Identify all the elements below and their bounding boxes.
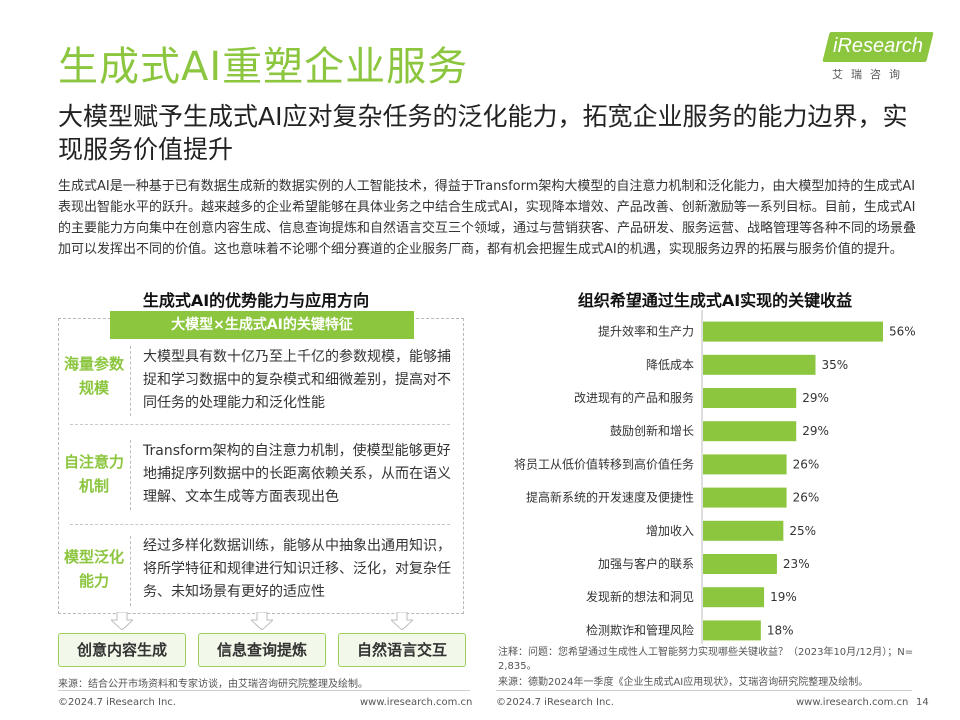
bar <box>703 454 787 475</box>
bar-value-label: 29% <box>802 424 829 438</box>
bar-value-label: 25% <box>789 524 816 538</box>
footer-divider <box>58 690 470 691</box>
footer-url-left: www.iresearch.com.cn <box>360 697 473 708</box>
bar-category-label: 鼓励创新和增长 <box>610 423 694 438</box>
bar-value-label: 18% <box>767 623 794 637</box>
footer-url-right: www.iresearch.com.cn <box>796 697 909 708</box>
bar <box>703 421 797 442</box>
bar <box>703 554 777 574</box>
bar-category-label: 降低成本 <box>646 358 694 372</box>
bar <box>703 388 797 408</box>
bar-value-label: 26% <box>793 491 820 505</box>
bar-category-label: 增加收入 <box>646 524 694 538</box>
logo-wordmark: iResearch <box>832 35 924 57</box>
bar-category-label: 提升效率和生产力 <box>598 324 694 339</box>
footer-copyright-right: ©2024.7 iResearch Inc. <box>496 697 614 708</box>
down-arrow-icon <box>111 612 133 630</box>
feature-text-parameters: 大模型具有数十亿乃至上千亿的参数规模，能够捕捉和学习数据中的复杂模式和细微差别，… <box>143 349 451 411</box>
feature-separator <box>70 424 450 425</box>
feature-text-attention: Transform架构的自注意力机制，使模型能够更好地捕捉序列数据中的长距离依赖… <box>143 443 451 505</box>
bar-category-label: 检测欺诈和管理风险 <box>586 622 694 637</box>
iresearch-logo: iResearch 艾瑞咨询 <box>822 32 934 82</box>
page-title: 生成式AI重塑企业服务 <box>58 44 469 90</box>
features-banner: 大模型×生成式AI的关键特征 <box>110 311 414 339</box>
feature-separator <box>70 524 450 525</box>
feature-label-attention: 自注意力机制 <box>64 453 125 495</box>
application-natural-language: 自然语言交互 <box>338 633 466 667</box>
bar <box>703 487 787 508</box>
bar <box>703 620 761 641</box>
feature-text-generalization: 经过多样化数据训练，能够从中抽象出通用知识，将所学特征和规律进行知识迁移、泛化，… <box>143 538 451 600</box>
down-arrow-icon <box>251 612 273 630</box>
left-source-note: 来源：结合公开市场资料和专家访谈，由艾瑞咨询研究院整理及绘制。 <box>58 679 368 690</box>
bar-category-label: 加强与客户的联系 <box>598 556 694 571</box>
bar-value-label: 56% <box>889 325 916 339</box>
bar <box>703 321 883 342</box>
bar-value-label: 26% <box>793 457 820 471</box>
feature-divider <box>130 536 131 606</box>
chart-source-note: 来源：德勤2024年一季度《企业生成式AI应用现状》，艾瑞咨询研究院整理及绘制。 <box>498 677 869 688</box>
feature-divider <box>130 440 131 510</box>
footer-copyright-left: ©2024.7 iResearch Inc. <box>58 697 176 708</box>
bar-category-label: 提高新系统的开发速度及便捷性 <box>526 490 694 505</box>
application-creative-content: 创意内容生成 <box>58 633 186 667</box>
benefits-bar-chart: 提升效率和生产力 56% 降低成本 35% 改进现有的产品和服务 29% 鼓励创新和增长 29… <box>514 310 916 644</box>
bar-category-label: 发现新的想法和洞见 <box>586 589 694 604</box>
bar-value-label: 35% <box>822 358 849 372</box>
down-arrow-icon <box>391 612 413 630</box>
chart-heading: 组织希望通过生成式AI实现的关键收益 <box>577 291 853 310</box>
bar <box>703 354 816 375</box>
page-number: 14 <box>916 697 929 708</box>
bar <box>703 587 765 608</box>
page-subtitle: 大模型赋予生成式AI应对复杂任务的泛化能力，拓宽企业服务的能力边界，实现服务价值… <box>58 102 908 164</box>
bar-value-label: 23% <box>783 557 810 571</box>
feature-divider <box>130 346 131 416</box>
feature-label-generalization: 模型泛化能力 <box>64 548 125 590</box>
application-information-query: 信息查询提炼 <box>198 633 326 667</box>
chart-footnote: 注释：问题：您希望通过生成性人工智能努力实现哪些关键收益？（2023年10月/1… <box>498 647 914 672</box>
logo-subtitle: 艾瑞咨询 <box>832 68 908 81</box>
footer-divider <box>496 690 912 691</box>
bar <box>703 520 784 541</box>
bar-value-label: 19% <box>770 590 797 604</box>
bar-category-label: 改进现有的产品和服务 <box>574 390 694 405</box>
bar-category-label: 将员工从低价值转移到高价值任务 <box>514 456 694 471</box>
feature-label-parameters: 海量参数规模 <box>64 355 125 397</box>
intro-paragraph: 生成式AI是一种基于已有数据生成新的数据实例的人工智能技术，得益于Transfo… <box>58 179 917 257</box>
left-panel-heading: 生成式AI的优势能力与应用方向 <box>142 291 370 310</box>
bar-value-label: 29% <box>802 391 829 405</box>
